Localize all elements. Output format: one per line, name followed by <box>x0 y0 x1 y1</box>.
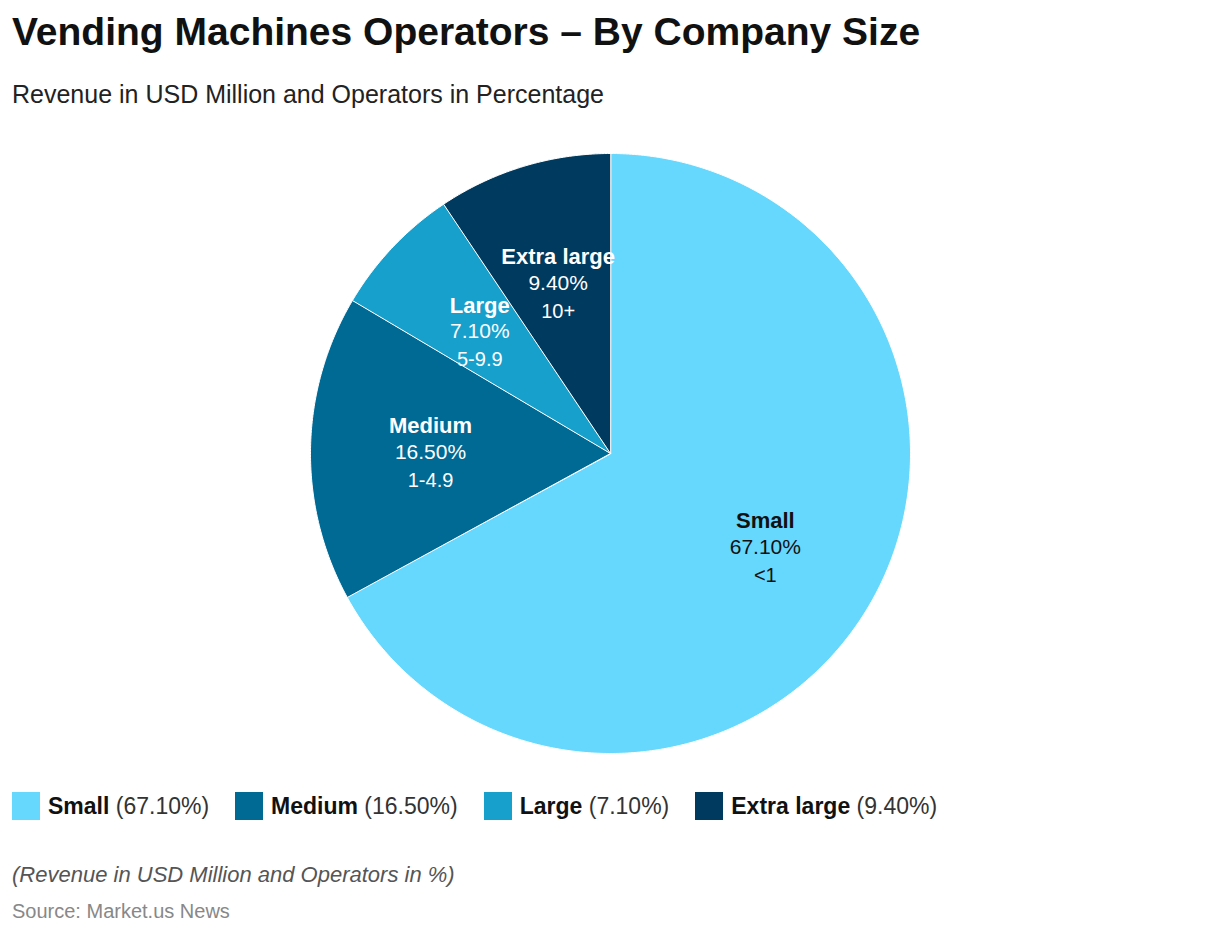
svg-text:10+: 10+ <box>541 300 575 322</box>
svg-text:Medium: Medium <box>389 413 472 438</box>
html-text:Medium (16.50%): Medium (16.50%) <box>271 792 458 819</box>
html-text:Large (7.10%): Large (7.10%) <box>519 792 670 819</box>
html-text:Revenue in USD Million and Ope: Revenue in USD Million and Operators in … <box>12 80 604 108</box>
html-text:Vending Machines Operators – B: Vending Machines Operators – By Company … <box>12 10 921 53</box>
svg-text:Small: Small <box>736 508 795 533</box>
html-text:Extra large (9.40%): Extra large (9.40%) <box>731 792 938 819</box>
html-text:Small (67.10%): Small (67.10%) <box>48 792 210 819</box>
svg-text:7.10%: 7.10% <box>450 319 510 342</box>
svg-text:67.10%: 67.10% <box>730 535 801 558</box>
svg-text:Extra large: Extra large <box>501 244 615 269</box>
svg-text:<1: <1 <box>754 564 777 586</box>
svg-text:16.50%: 16.50% <box>395 440 466 463</box>
svg-text:Large: Large <box>450 293 510 318</box>
svg-text:1-4.9: 1-4.9 <box>408 469 454 491</box>
svg-text:5-9.9: 5-9.9 <box>457 348 503 370</box>
html-text:(Revenue in USD Million and Op: (Revenue in USD Million and Operators in… <box>12 862 455 887</box>
html-text:Source: Market.us News: Source: Market.us News <box>12 900 230 922</box>
svg-text:9.40%: 9.40% <box>528 271 588 294</box>
